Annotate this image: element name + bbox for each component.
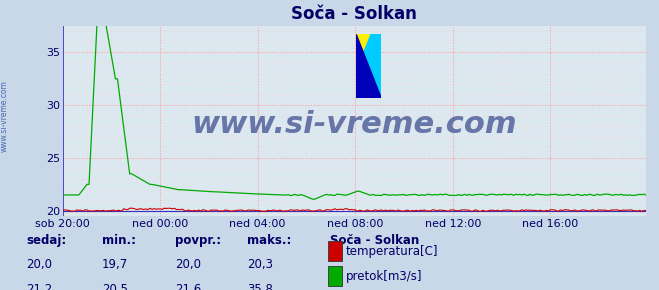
Text: 35,8: 35,8 bbox=[247, 283, 273, 290]
Text: 20,5: 20,5 bbox=[102, 283, 128, 290]
Text: Soča - Solkan: Soča - Solkan bbox=[330, 234, 418, 247]
Text: 20,0: 20,0 bbox=[26, 258, 52, 271]
Polygon shape bbox=[357, 35, 369, 66]
Text: 20,3: 20,3 bbox=[247, 258, 273, 271]
Text: maks.:: maks.: bbox=[247, 234, 291, 247]
Bar bbox=[328, 266, 342, 286]
Text: povpr.:: povpr.: bbox=[175, 234, 221, 247]
Text: www.si-vreme.com: www.si-vreme.com bbox=[191, 110, 517, 139]
Text: pretok[m3/s]: pretok[m3/s] bbox=[346, 270, 422, 282]
Bar bbox=[357, 35, 369, 66]
Text: sedaj:: sedaj: bbox=[26, 234, 67, 247]
Text: 20,0: 20,0 bbox=[175, 258, 200, 271]
Polygon shape bbox=[357, 35, 382, 98]
Bar bbox=[328, 241, 342, 261]
Text: 21,6: 21,6 bbox=[175, 283, 201, 290]
Text: 19,7: 19,7 bbox=[102, 258, 129, 271]
Text: www.si-vreme.com: www.si-vreme.com bbox=[0, 80, 9, 152]
Text: 21,2: 21,2 bbox=[26, 283, 53, 290]
Polygon shape bbox=[357, 35, 382, 98]
Bar bbox=[357, 66, 369, 98]
Bar bbox=[369, 35, 382, 66]
Title: Soča - Solkan: Soča - Solkan bbox=[291, 5, 417, 23]
Text: min.:: min.: bbox=[102, 234, 136, 247]
Text: temperatura[C]: temperatura[C] bbox=[346, 244, 438, 258]
